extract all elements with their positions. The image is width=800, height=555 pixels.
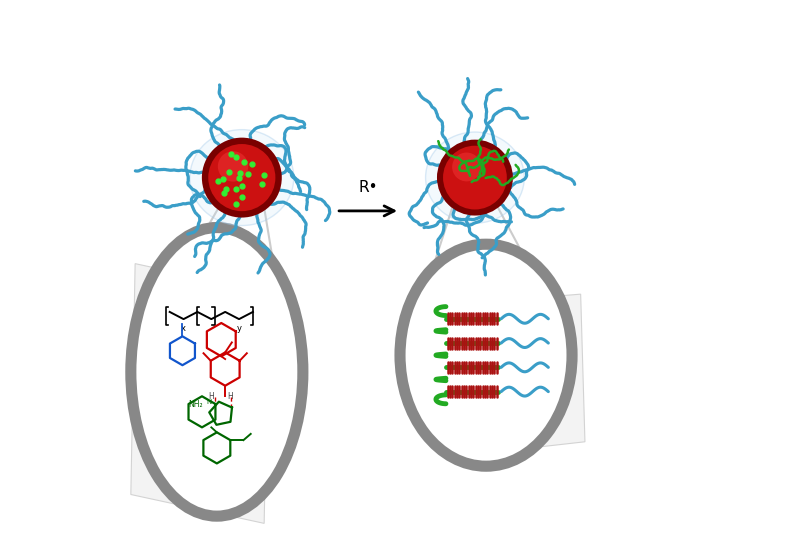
Polygon shape (131, 264, 269, 523)
Text: x: x (181, 324, 186, 334)
Circle shape (437, 140, 513, 215)
Circle shape (208, 144, 275, 211)
Text: y: y (237, 324, 242, 334)
Ellipse shape (131, 228, 303, 516)
Text: R•: R• (358, 180, 378, 195)
Ellipse shape (190, 130, 294, 225)
Circle shape (202, 138, 282, 218)
Circle shape (443, 146, 507, 209)
Circle shape (452, 153, 481, 181)
Text: H: H (209, 392, 214, 401)
Ellipse shape (400, 244, 572, 466)
Circle shape (218, 151, 248, 181)
Text: NH₂: NH₂ (188, 400, 202, 409)
Text: N: N (206, 399, 212, 405)
Polygon shape (512, 294, 585, 450)
Text: H: H (227, 392, 233, 401)
Ellipse shape (426, 132, 524, 223)
